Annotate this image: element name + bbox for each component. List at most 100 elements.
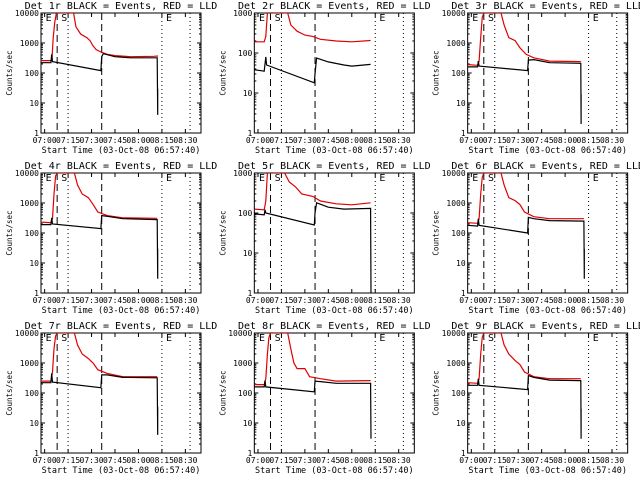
panel-title: Det 9r BLACK = Events, RED = LLD (451, 321, 640, 332)
y-tick-label: 100 (25, 389, 40, 398)
series-events (467, 216, 585, 279)
marker-label-s: S (61, 13, 67, 24)
series-lld (467, 173, 584, 224)
x-tick-label: 07:45 (103, 296, 127, 305)
x-tick-label: 08:30 (387, 456, 411, 465)
marker-label-s: S (488, 173, 494, 184)
panel-1: Det 1r BLACK = Events, RED = LLD 1 10 100 10… (5, 1, 217, 156)
x-tick-label: 07:15 (56, 136, 80, 145)
x-tick-label: 07:45 (530, 296, 554, 305)
x-tick-label: 08:30 (173, 456, 197, 465)
x-tick-label: 07:30 (80, 296, 104, 305)
y-tick-label: 1 (248, 129, 253, 138)
x-tick-label: 08:30 (173, 296, 197, 305)
x-tick-label: 07:45 (316, 136, 340, 145)
x-tick-label: 07:45 (530, 456, 554, 465)
x-axis-label: Start Time (03-Oct-08 06:57:40) (255, 306, 414, 316)
panel-3: Det 3r BLACK = Events, RED = LLD 1 10 100 10… (432, 1, 640, 156)
y-tick-label: 1000 (20, 359, 39, 368)
x-tick-label: 08:30 (387, 136, 411, 145)
series-lld (41, 13, 159, 62)
plot-frame (467, 332, 629, 454)
series-events (254, 56, 371, 84)
marker-label-s: S (61, 173, 67, 184)
y-tick-label: 1 (461, 129, 466, 138)
plot-frame (40, 172, 202, 294)
x-tick-label: 07:00 (33, 456, 57, 465)
series-group (254, 13, 371, 84)
x-tick-label: 07:30 (293, 296, 317, 305)
x-tick-label: 07:45 (103, 136, 127, 145)
y-tick-label: 10 (243, 89, 253, 98)
y-tick-label: 10 (456, 259, 466, 268)
panel-title: Det 6r BLACK = Events, RED = LLD (451, 161, 640, 172)
y-tick-label: 1000 (20, 39, 39, 48)
marker-label-s: S (275, 333, 281, 344)
x-axis-label: Start Time (03-Oct-08 06:57:40) (42, 306, 201, 316)
x-tick-label: 07:15 (483, 456, 507, 465)
x-axis-label: Start Time (03-Oct-08 06:57:40) (255, 466, 414, 476)
x-tick-label: 08:30 (387, 296, 411, 305)
marker-label-e: E (166, 333, 172, 344)
x-axis-label: Start Time (03-Oct-08 06:57:40) (42, 466, 201, 476)
series-group (467, 13, 582, 125)
x-axis-label: Start Time (03-Oct-08 06:57:40) (42, 146, 201, 156)
x-tick-label: 07:45 (316, 456, 340, 465)
marker-label-s: S (275, 173, 281, 184)
x-tick-label: 07:00 (459, 456, 483, 465)
series-group (467, 173, 585, 279)
x-tick-label: 07:30 (506, 456, 530, 465)
y-tick-label: 10000 (15, 329, 39, 338)
series-lld (467, 333, 581, 384)
plot-frame (467, 12, 629, 134)
marker-label-s: S (61, 333, 67, 344)
x-tick-label: 07:00 (459, 136, 483, 145)
x-tick-label: 08:00 (126, 456, 150, 465)
y-tick-label: 10 (29, 419, 39, 428)
x-tick-label: 07:00 (33, 136, 57, 145)
series-group (41, 333, 159, 435)
y-tick-label: 10000 (442, 169, 466, 178)
y-tick-label: 100 (25, 229, 40, 238)
x-tick-label: 07:30 (80, 136, 104, 145)
marker-label-e: E (472, 173, 478, 184)
y-tick-label: 1 (34, 289, 39, 298)
x-tick-label: 07:15 (56, 456, 80, 465)
y-axis-label: Counts/sec (218, 210, 227, 255)
x-tick-label: 07:15 (269, 136, 293, 145)
x-tick-label: 08:15 (577, 456, 601, 465)
y-tick-label: 10000 (442, 9, 466, 18)
x-tick-label: 08:00 (340, 296, 364, 305)
y-tick-label: 1 (34, 449, 39, 458)
y-tick-label: 1000 (233, 9, 252, 18)
y-tick-label: 1 (461, 449, 466, 458)
series-lld (41, 173, 158, 224)
x-tick-label: 08:00 (126, 136, 150, 145)
x-tick-label: 08:30 (600, 296, 624, 305)
marker-label-e: E (593, 173, 599, 184)
marker-label-e: E (593, 13, 599, 24)
x-tick-label: 07:00 (246, 296, 270, 305)
plot-frame (253, 172, 415, 294)
panel-title: Det 1r BLACK = Events, RED = LLD (25, 1, 218, 12)
x-tick-label: 08:30 (173, 136, 197, 145)
series-group (41, 173, 159, 279)
x-tick-label: 08:15 (150, 296, 174, 305)
panel-title: Det 7r BLACK = Events, RED = LLD (25, 321, 218, 332)
marker-label-e: E (259, 173, 265, 184)
y-tick-label: 10 (456, 419, 466, 428)
series-events (41, 373, 159, 435)
marker-label-e: E (379, 333, 385, 344)
x-tick-label: 07:00 (246, 136, 270, 145)
y-tick-label: 1000 (20, 199, 39, 208)
y-tick-label: 1000 (233, 359, 252, 368)
y-tick-label: 10000 (228, 329, 252, 338)
y-tick-label: 10000 (442, 329, 466, 338)
series-lld (254, 13, 371, 43)
plot-frame (40, 12, 202, 134)
x-axis-label: Start Time (03-Oct-08 06:57:40) (468, 306, 627, 316)
series-events (467, 374, 582, 439)
y-tick-label: 1 (461, 289, 466, 298)
marker-label-e: E (166, 13, 172, 24)
